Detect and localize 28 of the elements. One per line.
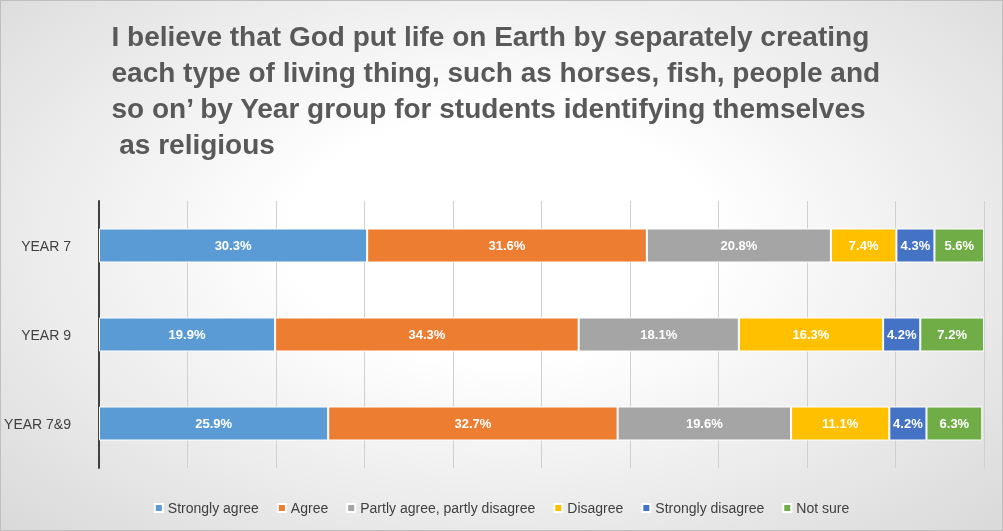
data-label: 4.2% — [893, 416, 924, 431]
data-label: 4.2% — [886, 327, 917, 342]
data-label: 19.9% — [168, 327, 206, 342]
data-label: 16.3% — [792, 327, 830, 342]
y-tick-label: YEAR 7&9 — [4, 415, 72, 432]
data-label: 31.6% — [488, 238, 526, 253]
legend-label: Not sure — [796, 500, 850, 516]
legend-label: Disagree — [567, 500, 624, 516]
y-tick-label: YEAR 9 — [21, 326, 72, 343]
data-label: 30.3% — [214, 238, 252, 253]
data-label: 19.6% — [685, 416, 724, 431]
data-label: 5.6% — [944, 238, 975, 253]
legend-label: Strongly agree — [167, 500, 260, 516]
data-label: 7.2% — [937, 327, 968, 342]
chart-title: I believe that God put life on Earth by separately creating each type of living thing, such as horses, fish, people and so on’ by Year group for students identifying themselves as religious — [111, 20, 888, 160]
legend-label: Partly agree, partly disagree — [360, 500, 536, 516]
data-label: 25.9% — [195, 416, 233, 431]
data-label: 11.1% — [822, 416, 859, 431]
y-tick-label: YEAR 7 — [21, 237, 72, 254]
data-label: 34.3% — [408, 327, 446, 342]
data-label: 18.1% — [640, 327, 678, 342]
data-label: 20.8% — [720, 238, 758, 253]
legend-label: Agree — [290, 500, 329, 516]
data-label: 7.4% — [848, 238, 879, 253]
legend-label: Strongly disagree — [655, 500, 765, 516]
data-label: 4.3% — [900, 238, 931, 253]
data-label: 6.3% — [939, 416, 970, 431]
data-label: 32.7% — [454, 416, 492, 431]
